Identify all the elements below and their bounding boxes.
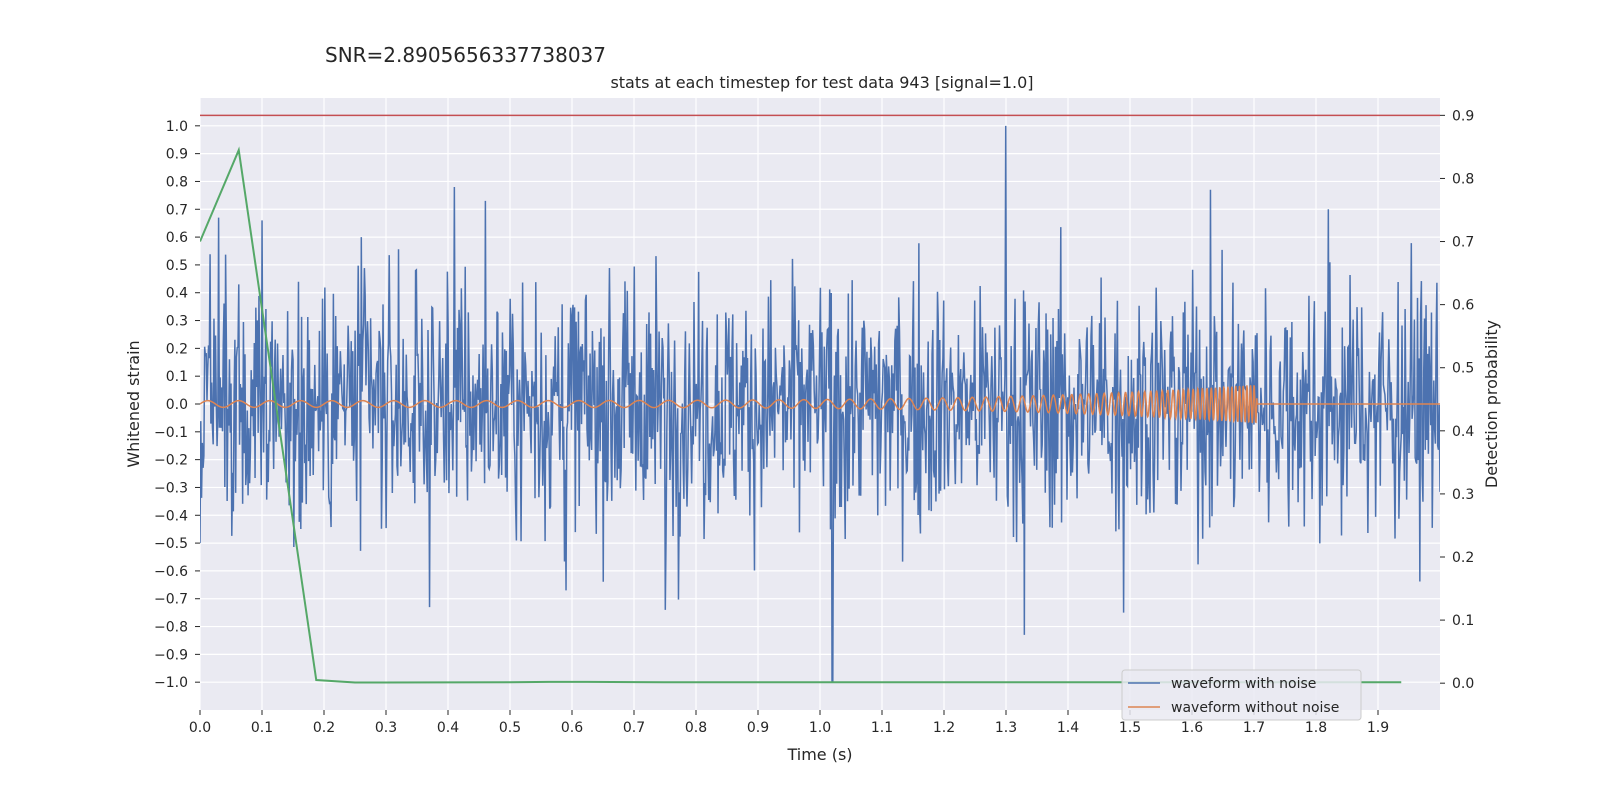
x-tick-label: 0.3: [375, 720, 397, 736]
y-tick-label: −0.4: [154, 508, 188, 524]
series-waveform-without-noise: [200, 385, 1440, 424]
y-tick-label: 0.6: [166, 230, 188, 246]
x-tick-label: 1.3: [995, 720, 1017, 736]
y-axis-label: Whitened strain: [124, 340, 143, 467]
x-tick-label: 0.0: [189, 720, 211, 736]
suptitle: SNR=2.8905656337738037: [325, 43, 606, 67]
y-tick-label: 0.0: [166, 397, 188, 413]
y-tick-label: −0.8: [154, 620, 188, 636]
y2-axis-label: Detection probability: [1482, 320, 1501, 488]
x-tick-label: 1.4: [1057, 720, 1079, 736]
y2-tick-label: 0.5: [1452, 361, 1474, 377]
x-tick-label: 1.9: [1367, 720, 1389, 736]
x-tick-label: 1.7: [1243, 720, 1265, 736]
y-tick-label: −0.2: [154, 453, 188, 469]
y2-tick-label: 0.0: [1452, 676, 1474, 692]
x-axis-label: Time (s): [786, 745, 852, 764]
y-tick-label: −0.6: [154, 564, 188, 580]
x-tick-label: 1.8: [1305, 720, 1327, 736]
y-tick-label: −0.1: [154, 425, 188, 441]
x-tick-label: 1.6: [1181, 720, 1203, 736]
x-tick-label: 1.0: [809, 720, 831, 736]
y-tick-label: 0.1: [166, 369, 188, 385]
x-tick-label: 0.7: [623, 720, 645, 736]
y-tick-label: 1.0: [166, 119, 188, 135]
y-tick-label: 0.7: [166, 202, 188, 218]
y-tick-label: −1.0: [154, 675, 188, 691]
y-tick-label: 0.8: [166, 174, 188, 190]
y-axis-right: 0.9 0.8 0.7 0.6 0.5 0.4 0.3 0.2 0.1 0.0: [1440, 108, 1474, 692]
x-tick-label: 0.4: [437, 720, 459, 736]
legend-entry-clean: waveform without noise: [1171, 700, 1339, 716]
legend: waveform with noise waveform without noi…: [1121, 669, 1362, 721]
y-axis-left: 1.0 0.9 0.8 0.7 0.6 0.5 0.4 0.3 0.2 0.1 0.0 −0.1 −0.…: [154, 119, 200, 691]
x-tick-label: 0.8: [685, 720, 707, 736]
y-tick-label: −0.3: [154, 480, 188, 496]
y2-tick-label: 0.7: [1452, 235, 1474, 251]
x-tick-label: 0.1: [251, 720, 273, 736]
y-tick-label: 0.5: [166, 258, 188, 274]
x-tick-label: 0.6: [561, 720, 583, 736]
x-tick-label: 0.2: [313, 720, 335, 736]
x-tick-label: 0.9: [747, 720, 769, 736]
series-waveform-with-noise: [200, 125, 1440, 683]
x-tick-label: 1.5: [1119, 720, 1141, 736]
y2-tick-label: 0.1: [1452, 613, 1474, 629]
x-axis: 0.0 0.1 0.2 0.3 0.4 0.5 0.6 0.7 0.8 0.9 1.0 1.1 1.2 1…: [189, 710, 1389, 736]
y-tick-label: 0.4: [166, 286, 188, 302]
y2-tick-label: 0.8: [1452, 171, 1474, 187]
grid: [199, 98, 1440, 710]
chart-title: stats at each timestep for test data 943…: [610, 73, 1033, 92]
y-tick-label: 0.3: [166, 314, 188, 330]
y-tick-label: 0.2: [166, 341, 188, 357]
y-tick-label: 0.9: [166, 147, 188, 163]
y2-tick-label: 0.3: [1452, 487, 1474, 503]
y2-tick-label: 0.4: [1452, 424, 1474, 440]
x-tick-label: 0.5: [499, 720, 521, 736]
legend-entry-noisy: waveform with noise: [1171, 676, 1316, 692]
y2-tick-label: 0.6: [1452, 298, 1474, 314]
y-tick-label: −0.7: [154, 592, 188, 608]
y-tick-label: −0.9: [154, 647, 188, 663]
legend-box: [1121, 669, 1362, 721]
x-tick-label: 1.1: [871, 720, 893, 736]
y-tick-label: −0.5: [154, 536, 188, 552]
x-tick-label: 1.2: [933, 720, 955, 736]
y2-tick-label: 0.2: [1452, 550, 1474, 566]
y2-tick-label: 0.9: [1452, 108, 1474, 124]
